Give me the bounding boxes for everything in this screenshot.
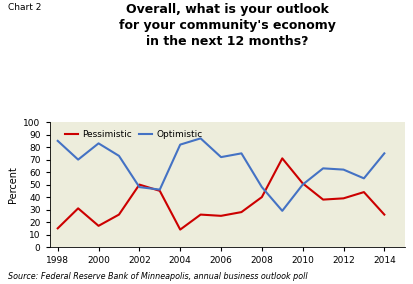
- Optimistic: [178, 143, 183, 146]
- Pessimistic: [280, 157, 285, 160]
- Pessimistic: [239, 210, 244, 214]
- Pessimistic: [116, 213, 121, 216]
- Optimistic: [157, 188, 162, 191]
- Pessimistic: [137, 183, 142, 186]
- Legend: Pessimistic, Optimistic: Pessimistic, Optimistic: [61, 127, 206, 143]
- Optimistic: [361, 177, 366, 180]
- Y-axis label: Percent: Percent: [8, 166, 18, 203]
- Pessimistic: [300, 182, 305, 185]
- Pessimistic: [157, 189, 162, 193]
- Optimistic: [300, 183, 305, 186]
- Optimistic: [259, 185, 264, 189]
- Pessimistic: [341, 197, 346, 200]
- Pessimistic: [382, 213, 387, 216]
- Pessimistic: [55, 227, 60, 230]
- Text: Source: Federal Reserve Bank of Minneapolis, annual business outlook poll: Source: Federal Reserve Bank of Minneapo…: [8, 272, 308, 281]
- Optimistic: [96, 142, 101, 145]
- Optimistic: [341, 168, 346, 171]
- Optimistic: [76, 158, 81, 161]
- Pessimistic: [178, 228, 183, 231]
- Optimistic: [280, 209, 285, 212]
- Pessimistic: [198, 213, 203, 216]
- Pessimistic: [259, 195, 264, 199]
- Optimistic: [55, 139, 60, 143]
- Optimistic: [116, 154, 121, 158]
- Optimistic: [218, 155, 223, 159]
- Line: Optimistic: Optimistic: [58, 138, 385, 211]
- Optimistic: [239, 152, 244, 155]
- Text: Overall, what is your outlook
for your community's economy
in the next 12 months: Overall, what is your outlook for your c…: [119, 3, 336, 48]
- Optimistic: [320, 167, 325, 170]
- Text: Chart 2: Chart 2: [8, 3, 42, 12]
- Pessimistic: [96, 224, 101, 227]
- Line: Pessimistic: Pessimistic: [58, 158, 385, 229]
- Optimistic: [137, 185, 142, 189]
- Pessimistic: [320, 198, 325, 201]
- Pessimistic: [361, 190, 366, 194]
- Pessimistic: [76, 207, 81, 210]
- Pessimistic: [218, 214, 223, 218]
- Optimistic: [382, 152, 387, 155]
- Optimistic: [198, 137, 203, 140]
